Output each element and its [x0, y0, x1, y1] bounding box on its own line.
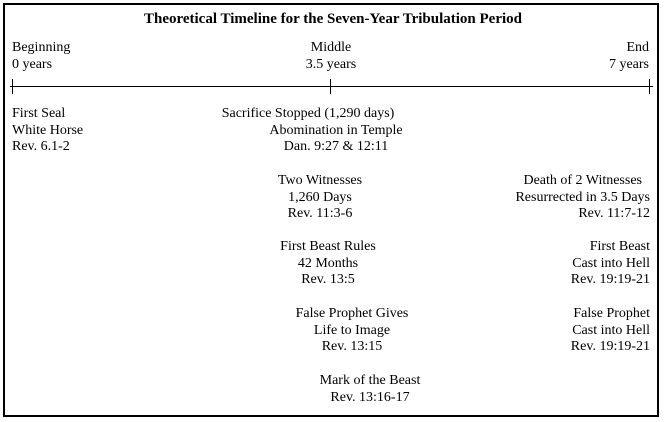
- event-line: Mark of the Beast: [319, 373, 421, 388]
- tick-beginning: [12, 79, 13, 94]
- marker-beginning-value: 0 years: [12, 56, 53, 72]
- marker-middle: Middle 3.5 years: [281, 40, 381, 73]
- event-line: White Horse: [12, 122, 84, 138]
- event-reference: Rev. 6.1-2: [12, 139, 70, 154]
- event-reference: Dan. 9:27 & 12:11: [283, 139, 389, 154]
- timeline-axis: [10, 86, 653, 87]
- marker-middle-label: Middle: [310, 40, 352, 55]
- tick-middle: [330, 79, 331, 94]
- event-line: Two Witnesses: [277, 173, 363, 188]
- event-line: Death of 2 Witnesses: [523, 173, 642, 188]
- event-line: Cast into Hell: [572, 322, 650, 338]
- marker-end-label: End: [626, 40, 649, 55]
- event-reference: Rev. 11:7-12: [578, 206, 650, 221]
- event-reference: Rev. 19:19-21: [570, 272, 650, 287]
- marker-end-value: 7 years: [608, 56, 649, 72]
- event-line: 1,260 Days: [288, 189, 352, 205]
- event-reference: Rev. 13:16-17: [330, 389, 410, 405]
- diagram-frame: [3, 3, 659, 417]
- event-sacrifice-stopped: Sacrifice Stopped (1,290 days) Abominati…: [208, 106, 408, 156]
- event-line: 42 Months: [297, 255, 359, 271]
- event-false-prophet-hell: False Prophet Cast into Hell Rev. 19:19-…: [571, 306, 650, 356]
- marker-middle-value: 3.5 years: [305, 56, 357, 72]
- event-two-witnesses: Two Witnesses 1,260 Days Rev. 11:3-6: [260, 173, 380, 223]
- event-line: Abomination in Temple: [269, 122, 403, 138]
- event-reference: Rev. 13:15: [321, 339, 383, 354]
- event-first-seal: First Seal White Horse Rev. 6.1-2: [12, 106, 83, 156]
- event-line: First Beast: [589, 239, 650, 254]
- marker-end: End 7 years: [609, 40, 649, 73]
- event-false-prophet-gives: False Prophet Gives Life to Image Rev. 1…: [272, 306, 432, 356]
- event-line: First Beast Rules: [280, 239, 376, 254]
- event-line: False Prophet: [573, 306, 650, 321]
- event-line: False Prophet Gives: [295, 306, 409, 321]
- event-first-beast-hell: First Beast Cast into Hell Rev. 19:19-21: [571, 239, 650, 289]
- marker-beginning-label: Beginning: [12, 40, 71, 55]
- event-line: Life to Image: [313, 322, 391, 338]
- tick-end: [649, 79, 650, 94]
- event-reference: Rev. 11:3-6: [287, 206, 353, 221]
- event-first-beast-rules: First Beast Rules 42 Months Rev. 13:5: [258, 239, 398, 289]
- event-death-of-witnesses: Death of 2 Witnesses Resurrected in 3.5 …: [515, 173, 650, 223]
- diagram-title: Theoretical Timeline for the Seven-Year …: [143, 11, 523, 27]
- event-line: Sacrifice Stopped (1,290 days): [221, 106, 395, 121]
- event-line: Cast into Hell: [572, 255, 650, 271]
- marker-beginning: Beginning 0 years: [12, 40, 70, 73]
- event-mark-of-beast: Mark of the Beast Rev. 13:16-17: [290, 373, 450, 406]
- event-reference: Rev. 13:5: [301, 272, 355, 287]
- event-reference: Rev. 19:19-21: [570, 339, 650, 354]
- event-line: First Seal: [12, 106, 66, 121]
- event-line: Resurrected in 3.5 Days: [515, 189, 650, 205]
